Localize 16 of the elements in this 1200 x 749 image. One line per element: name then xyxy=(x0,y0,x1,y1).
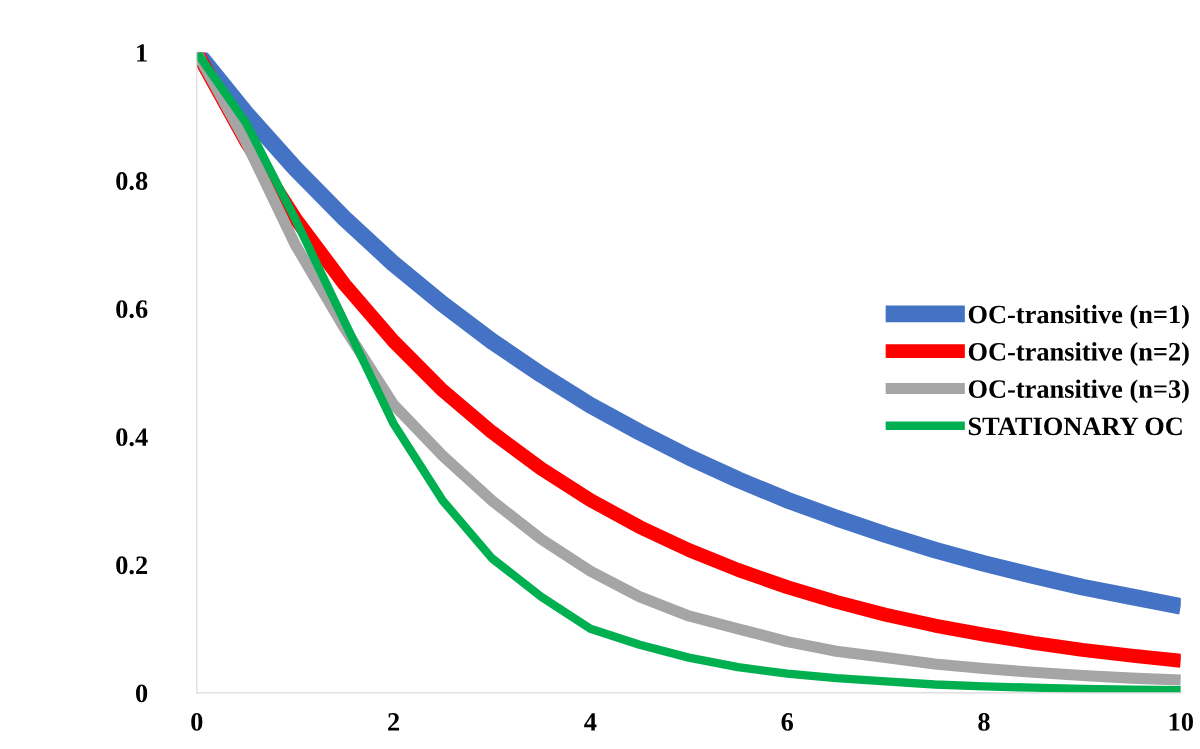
legend-label: OC-transitive (n=1) xyxy=(968,304,1189,329)
y-tick-label: 1 xyxy=(137,44,147,62)
y-tick-label: 0.6 xyxy=(116,300,148,319)
x-tick-label: 10 xyxy=(1169,713,1193,731)
x-tick-label: 6 xyxy=(781,713,794,731)
x-tick-label: 2 xyxy=(388,713,400,731)
x-tick-label: 0 xyxy=(191,713,203,731)
legend-label: OC-transitive (n=3) xyxy=(968,379,1189,404)
y-tick-label: 0.4 xyxy=(116,428,148,447)
y-tick-label: 0 xyxy=(136,684,148,703)
y-tick-label: 0.2 xyxy=(116,556,148,575)
legend-label: OC-transitive (n=2) xyxy=(968,342,1189,367)
legend-label: STATIONARY OC xyxy=(968,417,1182,436)
x-tick-label: 4 xyxy=(584,713,597,731)
x-tick-label: 8 xyxy=(978,713,990,731)
y-tick-label: 0.8 xyxy=(116,172,148,191)
